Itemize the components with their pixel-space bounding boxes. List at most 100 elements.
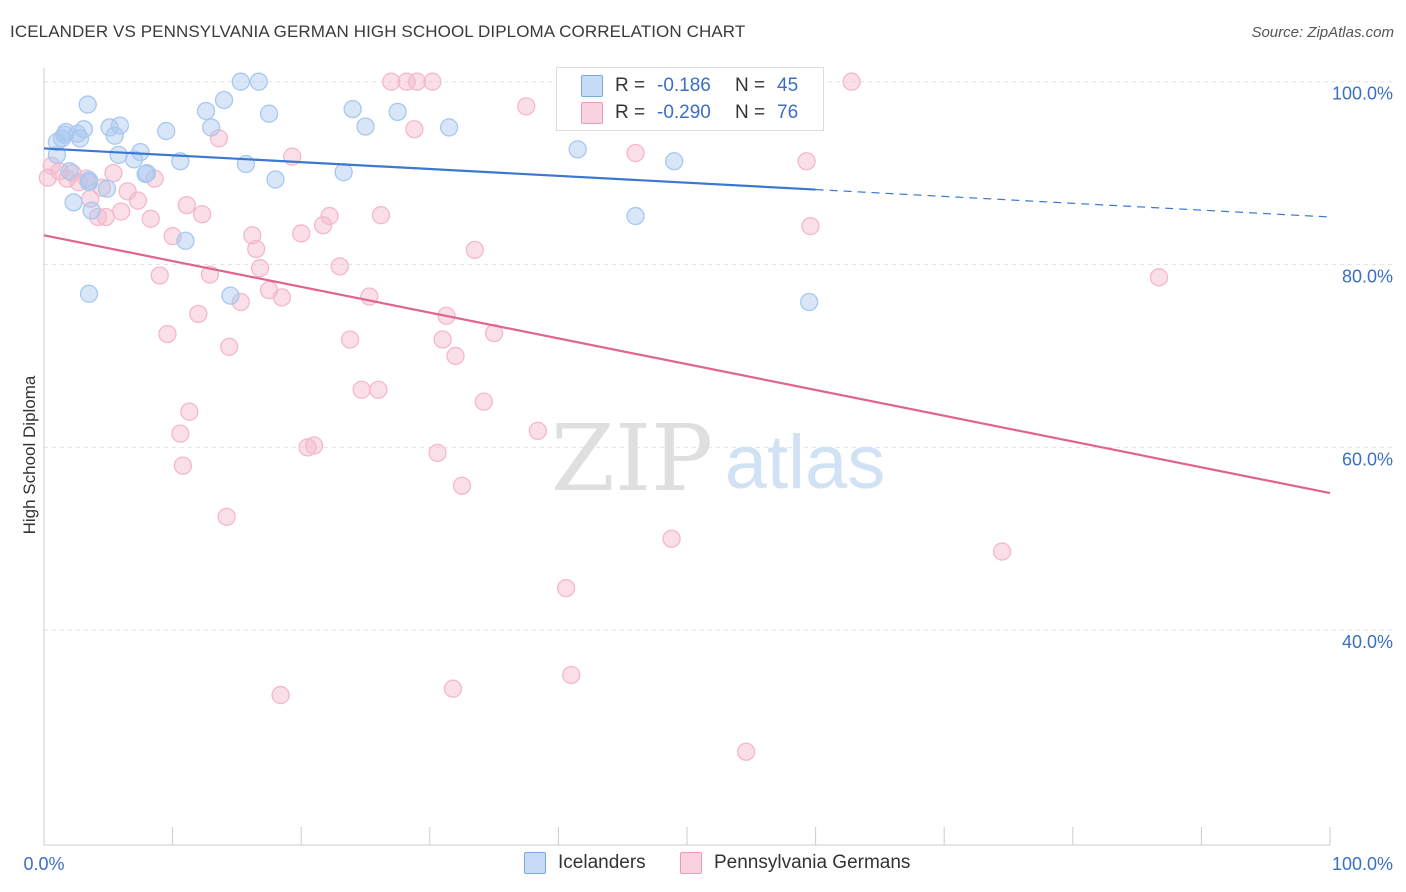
point-pennsylvania-germans xyxy=(992,542,1012,561)
point-icelanders xyxy=(79,173,99,192)
point-icelanders xyxy=(259,104,279,123)
stats-swatch-pennsylvania-germans xyxy=(581,102,603,124)
point-icelanders xyxy=(124,150,144,169)
point-pennsylvania-germans xyxy=(38,168,58,187)
point-icelanders xyxy=(110,116,130,135)
point-icelanders xyxy=(568,140,587,159)
point-icelanders xyxy=(82,201,101,220)
watermark-zip: ZIP xyxy=(551,405,713,512)
point-icelanders xyxy=(70,129,90,148)
point-icelanders xyxy=(97,179,117,198)
point-pennsylvania-germans xyxy=(433,330,452,349)
point-pennsylvania-germans xyxy=(141,209,160,228)
point-pennsylvania-germans xyxy=(272,288,292,307)
tick-labels: 40.0% 60.0% 80.0% 100.0% 0.0% 100.0% xyxy=(23,84,1393,874)
stats-swatch-icelanders xyxy=(581,75,603,97)
point-pennsylvania-germans xyxy=(104,163,123,183)
y-tick-label: 60.0% xyxy=(1342,449,1393,469)
point-icelanders xyxy=(214,90,234,110)
r-value: -0.186 xyxy=(657,75,711,96)
data-points xyxy=(38,72,1169,761)
point-pennsylvania-germans xyxy=(797,152,816,171)
point-icelanders xyxy=(136,164,155,184)
stats-row-pennsylvania-germans: R = -0.290 N = 76 xyxy=(581,100,798,126)
point-icelanders xyxy=(137,163,157,183)
point-pennsylvania-germans xyxy=(801,216,820,236)
point-pennsylvania-germans xyxy=(517,97,536,116)
x-tick-label: 100.0% xyxy=(1332,854,1393,874)
point-pennsylvania-germans xyxy=(405,120,424,139)
point-pennsylvania-germans xyxy=(443,679,463,698)
legend-item-pennsylvania-germans[interactable]: Pennsylvania Germans xyxy=(680,852,910,874)
point-pennsylvania-germans xyxy=(217,507,236,526)
point-pennsylvania-germans xyxy=(662,529,681,548)
point-pennsylvania-germans xyxy=(423,72,442,91)
point-pennsylvania-germans xyxy=(352,380,371,399)
point-icelanders xyxy=(79,284,99,303)
point-pennsylvania-germans xyxy=(112,202,131,221)
n-value: 76 xyxy=(777,102,799,123)
source-label: Source: ZipAtlas.com xyxy=(1251,24,1394,41)
legend-item-icelanders[interactable]: Icelanders xyxy=(524,852,646,874)
point-icelanders xyxy=(60,162,79,181)
point-pennsylvania-germans xyxy=(397,72,416,91)
point-pennsylvania-germans xyxy=(271,685,290,705)
point-pennsylvania-germans xyxy=(250,259,270,278)
point-pennsylvania-germans xyxy=(189,304,208,324)
point-icelanders xyxy=(78,95,97,114)
n-label: N = xyxy=(735,75,766,96)
point-pennsylvania-germans xyxy=(474,392,493,411)
point-icelanders xyxy=(221,286,240,305)
point-pennsylvania-germans xyxy=(1149,268,1169,287)
point-pennsylvania-germans xyxy=(220,337,239,356)
point-pennsylvania-germans xyxy=(193,205,212,224)
point-icelanders xyxy=(64,193,83,212)
point-pennsylvania-germans xyxy=(446,346,465,366)
y-tick-label: 40.0% xyxy=(1342,632,1393,652)
point-pennsylvania-germans xyxy=(382,72,401,91)
point-pennsylvania-germans xyxy=(320,206,339,226)
point-pennsylvania-germans xyxy=(313,216,333,235)
point-icelanders xyxy=(356,117,375,136)
point-pennsylvania-germans xyxy=(180,402,199,421)
point-icelanders xyxy=(231,72,250,91)
point-icelanders xyxy=(249,72,268,91)
point-pennsylvania-germans xyxy=(57,169,77,188)
point-icelanders xyxy=(109,145,128,164)
point-pennsylvania-germans xyxy=(118,182,137,201)
point-pennsylvania-germans xyxy=(330,257,349,276)
stats-row-icelanders: R = -0.186 N = 45 xyxy=(581,73,798,99)
watermark-atlas: atlas xyxy=(725,420,886,505)
trend-line-extension-icelanders xyxy=(815,188,1331,218)
point-icelanders xyxy=(47,145,67,164)
point-icelanders xyxy=(800,292,819,312)
point-icelanders xyxy=(176,231,195,250)
point-icelanders xyxy=(74,120,94,139)
axes xyxy=(43,68,1331,846)
point-pennsylvania-germans xyxy=(556,578,576,598)
point-pennsylvania-germans xyxy=(171,424,190,443)
trend-line-pennsylvania-germans xyxy=(43,234,1331,495)
point-pennsylvania-germans xyxy=(177,195,196,215)
legend-swatch-icelanders xyxy=(524,852,546,874)
point-pennsylvania-germans xyxy=(231,292,250,312)
point-pennsylvania-germans xyxy=(626,143,645,163)
legend-label-pennsylvania-germans: Pennsylvania Germans xyxy=(714,852,911,873)
point-pennsylvania-germans xyxy=(465,240,484,260)
point-pennsylvania-germans xyxy=(407,72,427,91)
point-icelanders xyxy=(334,163,353,182)
y-tick-label: 80.0% xyxy=(1342,267,1393,287)
point-icelanders xyxy=(266,170,285,189)
point-pennsylvania-germans xyxy=(298,438,317,457)
point-icelanders xyxy=(343,99,362,119)
point-pennsylvania-germans xyxy=(737,742,756,761)
point-pennsylvania-germans xyxy=(528,421,547,441)
watermark: ZIP atlas xyxy=(551,405,885,512)
y-tick-label: 100.0% xyxy=(1332,84,1393,104)
point-pennsylvania-germans xyxy=(562,665,581,685)
point-pennsylvania-germans xyxy=(452,476,472,495)
point-icelanders xyxy=(626,206,645,226)
point-icelanders xyxy=(202,118,221,137)
n-value: 45 xyxy=(777,75,799,96)
